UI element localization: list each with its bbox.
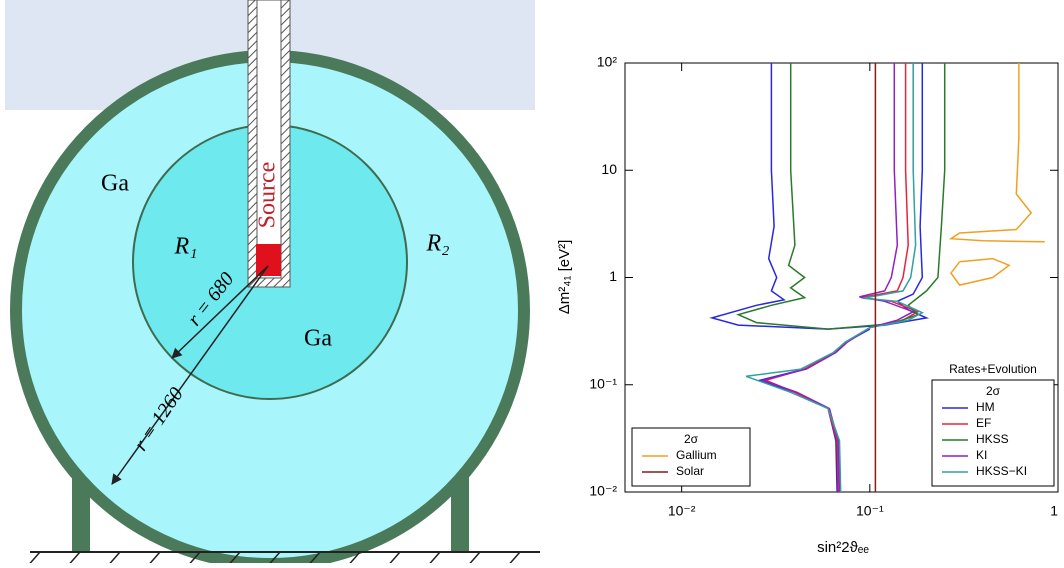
source-bore <box>256 0 282 279</box>
chart: sin²2ϑₑₑ Δm²₄₁ [eV²] 10⁻² 10⁻¹ 1 10⁻² 10⁻¹ 1 1… <box>556 54 1059 556</box>
radius-arrow <box>111 265 269 485</box>
legend-box <box>931 379 1055 487</box>
legend-label: KI <box>976 448 987 462</box>
legend-label: HKSS−KI <box>976 464 1027 478</box>
region-label: Ga <box>101 171 129 197</box>
legend-title: Rates+Evolution <box>949 362 1037 376</box>
series-line <box>763 63 920 493</box>
x-axis-label: sin²2ϑₑₑ <box>817 539 869 556</box>
legend-label: Solar <box>676 464 704 478</box>
legend-label: Gallium <box>676 448 717 462</box>
legend-title: 2σ <box>986 384 1001 398</box>
legend-title: 2σ <box>684 432 699 446</box>
series-line <box>948 63 1045 286</box>
source-label: Source <box>255 162 281 229</box>
legend-label: EF <box>976 416 991 430</box>
y-tick-label: 10⁻¹ <box>589 375 617 391</box>
radius-arrow <box>171 265 269 359</box>
x-tick-label: 10⁻¹ <box>856 503 884 519</box>
legend-label: HM <box>976 400 995 414</box>
series-line <box>736 63 946 330</box>
ground-hatch <box>25 551 521 568</box>
y-tick-label: 10 <box>601 161 617 177</box>
y-tick-label: 1 <box>609 268 617 284</box>
radius-name: R₁ <box>173 234 197 260</box>
y-tick-label: 10² <box>597 54 618 70</box>
source <box>256 244 281 276</box>
y-axis-label: Δm²₄₁ [eV²] <box>556 240 573 315</box>
x-tick-label: 10⁻² <box>668 503 696 519</box>
legend-label: HKSS <box>976 432 1009 446</box>
series-line <box>745 63 924 493</box>
y-tick-label: 10⁻² <box>589 483 617 499</box>
region-label: Ga <box>304 326 332 352</box>
radius-name: R₂ <box>425 231 449 257</box>
x-tick-label: 1 <box>1050 503 1058 519</box>
diagram: Ga R₁ Source Ga R₂ r = 680 r = 1260 <box>5 0 540 568</box>
series-line <box>760 63 916 493</box>
legend-box <box>631 427 751 487</box>
